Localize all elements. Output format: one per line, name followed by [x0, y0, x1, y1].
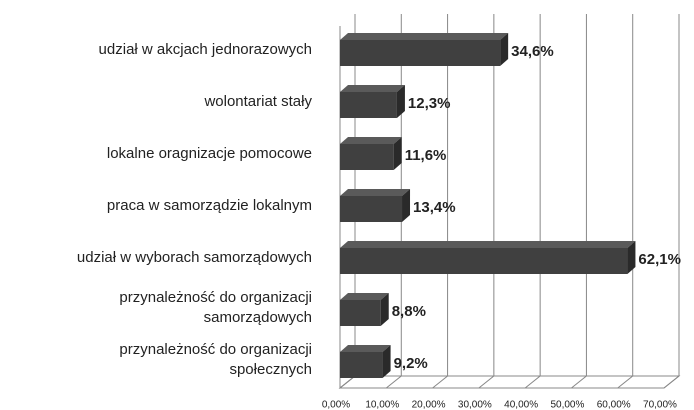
- bar-front: [340, 92, 397, 118]
- bar-side: [380, 293, 389, 326]
- bar: [340, 137, 402, 170]
- value-label: 62,1%: [638, 251, 681, 268]
- category-line: wolontariat stały: [203, 93, 312, 110]
- value-label: 13,4%: [413, 199, 456, 216]
- x-tick-label: 70,00%: [643, 400, 677, 410]
- bar-front: [340, 40, 501, 66]
- floor: [338, 375, 681, 389]
- grid-line: [478, 14, 495, 389]
- value-label: 12,3%: [408, 95, 451, 112]
- category-line: przynależność do organizacji: [119, 341, 312, 358]
- category-label: udział w wyborach samorządowych: [77, 249, 312, 266]
- bar-side: [382, 345, 391, 378]
- category-line: praca w samorządzie lokalnym: [107, 197, 312, 214]
- x-tick-label: 10,00%: [365, 400, 399, 410]
- bar-side: [393, 137, 402, 170]
- x-tick-label: 0,00%: [322, 400, 350, 410]
- x-tick-label: 50,00%: [550, 400, 584, 410]
- category-line: udział w wyborach samorządowych: [77, 249, 312, 266]
- value-label: 8,8%: [392, 303, 426, 320]
- category-label: udział w akcjach jednorazowych: [99, 41, 312, 58]
- bar-top: [340, 293, 389, 300]
- category-line: lokalne oragnizacje pomocowe: [107, 145, 312, 162]
- bar-top: [340, 85, 405, 92]
- value-label: 9,2%: [394, 355, 428, 372]
- grid-line: [524, 14, 541, 389]
- bar-side: [500, 33, 509, 66]
- bar-front: [340, 352, 383, 378]
- bar-front: [340, 196, 403, 222]
- category-line: samorządowych: [204, 309, 312, 326]
- category-line: społecznych: [229, 361, 312, 378]
- value-label: 11,6%: [405, 147, 447, 164]
- grid-line: [571, 14, 587, 389]
- bar: [340, 241, 636, 274]
- category-label: wolontariat stały: [203, 93, 312, 110]
- bar: [340, 293, 389, 326]
- bar-front: [340, 144, 394, 170]
- grid-line: [617, 14, 634, 389]
- bar-front: [340, 300, 381, 326]
- bar-side: [402, 189, 411, 222]
- grid-line: [385, 14, 402, 389]
- bar-side: [396, 85, 405, 118]
- bar-top: [340, 345, 391, 352]
- category-label: przynależność do organizacji społecznych: [119, 341, 312, 378]
- category-label: przynależność do organizacji samorządowyc…: [119, 289, 312, 326]
- x-tick-label: 60,00%: [597, 400, 631, 410]
- x-tick-label: 20,00%: [412, 400, 446, 410]
- grid-line: [663, 14, 680, 389]
- category-label: praca w samorządzie lokalnym: [107, 197, 312, 214]
- category-label: lokalne oragnizacje pomocowe: [107, 145, 312, 162]
- bar-front: [340, 248, 628, 274]
- grid-line: [432, 14, 449, 389]
- bar: [340, 85, 405, 118]
- bar-top: [340, 241, 636, 248]
- x-tick-label: 40,00%: [504, 400, 538, 410]
- bar: [340, 33, 509, 66]
- category-line: udział w akcjach jednorazowych: [99, 41, 312, 58]
- value-label: 34,6%: [511, 43, 554, 60]
- bar: [340, 345, 391, 378]
- bar-top: [340, 33, 509, 40]
- bar-top: [340, 189, 411, 196]
- bar-top: [340, 137, 402, 144]
- x-tick-label: 30,00%: [458, 400, 492, 410]
- bar-side: [627, 241, 636, 274]
- category-line: przynależność do organizacji: [119, 289, 312, 306]
- bar: [340, 189, 411, 222]
